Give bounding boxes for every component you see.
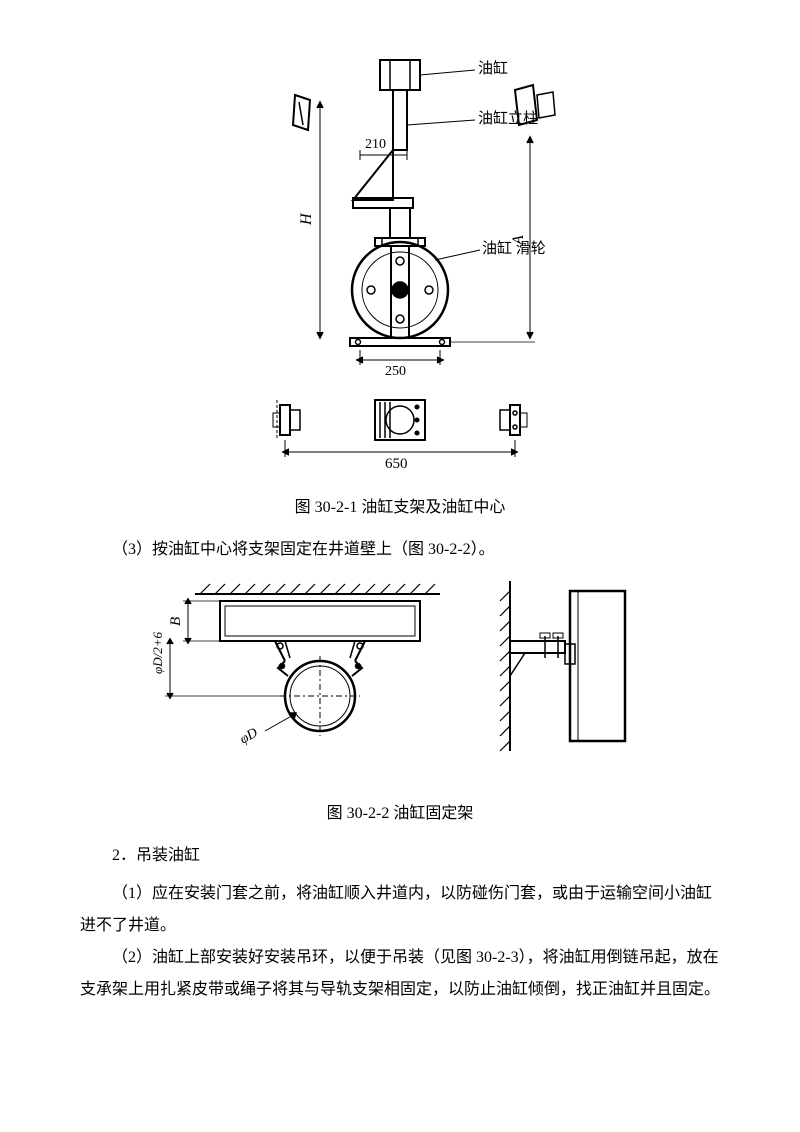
figure-30-2-2: B φD/2+6 φD: [80, 576, 720, 788]
dim-phiD2: φD/2+6: [150, 632, 165, 674]
paragraph-2-2: （2）油缸上部安装好安装吊环，以便于吊装（见图 30-2-3），将油缸用倒链吊起…: [80, 942, 720, 1006]
dim-650: 650: [385, 456, 408, 470]
figure-30-2-2-svg: B φD/2+6 φD: [140, 576, 660, 776]
dim-phiD: φD: [238, 726, 261, 748]
figure-30-2-1: 油缸 油缸立柱 210 油缸 滑轮 H A 250 650: [80, 50, 720, 482]
paragraph-3: （3）按油缸中心将支架固定在井道壁上（图 30-2-2）。: [80, 534, 720, 566]
dim-B: B: [168, 617, 184, 626]
figure-30-2-1-caption: 图 30-2-1 油缸支架及油缸中心: [80, 492, 720, 524]
dim-A: A: [510, 235, 527, 246]
section-2-title: 2．吊装油缸: [80, 840, 720, 872]
figure-30-2-1-svg: 油缸 油缸立柱 210 油缸 滑轮 H A 250 650: [185, 50, 615, 470]
label-cylinder: 油缸: [478, 59, 508, 77]
dim-250: 250: [385, 364, 406, 379]
figure-30-2-2-caption: 图 30-2-2 油缸固定架: [80, 798, 720, 830]
dim-210: 210: [365, 137, 386, 152]
dim-H: H: [298, 212, 315, 226]
label-column: 油缸立柱: [478, 109, 538, 127]
paragraph-2-1: （1）应在安装门套之前，将油缸顺入井道内，以防碰伤门套，或由于运输空间小油缸进不…: [80, 878, 720, 942]
